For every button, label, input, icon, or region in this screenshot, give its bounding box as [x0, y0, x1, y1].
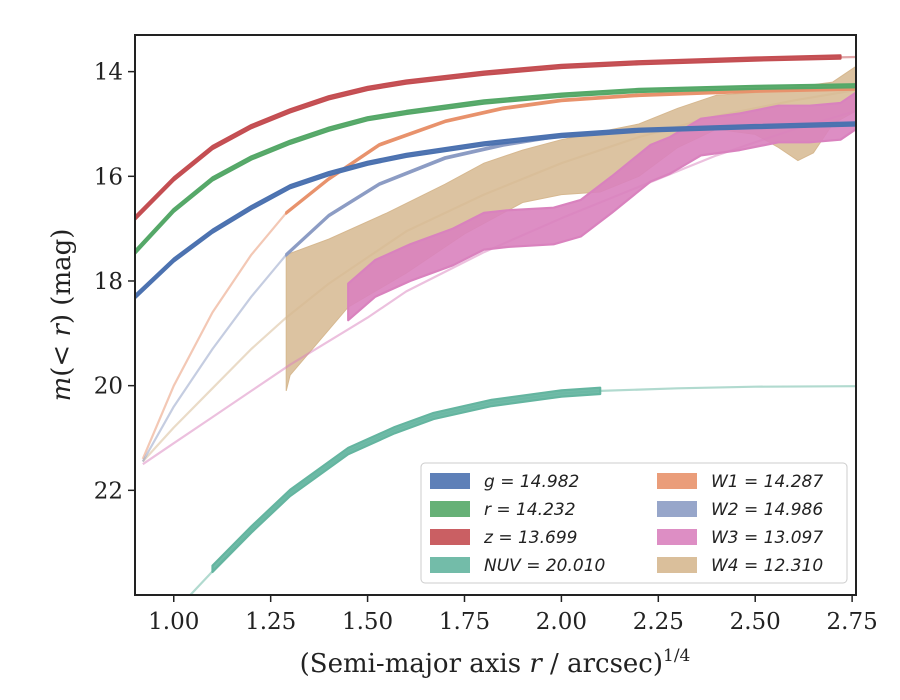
legend-swatch — [657, 473, 697, 489]
legend-item-w3-13-097: W3 = 13.097 — [657, 528, 823, 548]
x-tick-label: 2.00 — [536, 609, 587, 635]
series-w3-13-097-extrapolated-line — [142, 109, 856, 466]
legend-item-w1-14-287: W1 = 14.287 — [657, 472, 823, 492]
legend-label: W3 = 13.097 — [711, 528, 823, 548]
x-tick-label: 1.75 — [439, 609, 490, 635]
x-tick-label: 2.25 — [633, 609, 684, 635]
y-axis-label: m(< r) (mag) — [47, 229, 77, 402]
series-w3-13-097-band — [347, 91, 856, 322]
legend-item-w4-12-310: W4 = 12.310 — [657, 556, 823, 576]
y-axis: 14 16 18 20 22 — [94, 60, 135, 504]
series-r-14-232-band — [135, 83, 856, 255]
series-g-14-982-band — [135, 121, 856, 300]
series-r-14-232 — [135, 83, 856, 255]
series-w1-14-287 — [141, 87, 856, 460]
legend-item-g-14-982: g = 14.982 — [430, 472, 579, 492]
x-tick-label: 1.25 — [245, 609, 296, 635]
x-tick-label: 2.75 — [827, 609, 878, 635]
legend-label: W4 = 12.310 — [711, 556, 823, 576]
series-w3-13-097 — [142, 91, 856, 466]
x-axis: 1.00 1.25 1.50 1.75 2.00 2.25 2.50 2.75 — [148, 595, 878, 635]
plot-frame — [134, 34, 857, 596]
series-z-13-699-band — [135, 54, 842, 221]
legend-swatch — [657, 557, 697, 573]
series-g-14-982 — [135, 121, 856, 300]
y-tick-label: 22 — [94, 478, 123, 504]
legend-label: W1 = 14.287 — [711, 472, 823, 492]
legend-swatch — [430, 529, 470, 545]
legend-item-r-14-232: r = 14.232 — [430, 500, 576, 520]
legend-swatch — [430, 473, 470, 489]
legend: g = 14.982 r = 14.232 z = 13.699 NUV = 20.0… — [420, 462, 848, 584]
y-tick-label: 18 — [94, 269, 123, 295]
x-tick-label: 1.50 — [342, 609, 393, 635]
series-w2-14-986-band — [285, 122, 856, 257]
legend-swatch — [430, 557, 470, 573]
x-axis-label: (Semi-major axis r / arcsec)1/4 — [300, 646, 691, 679]
legend-label: W2 = 14.986 — [711, 500, 823, 520]
y-tick-label: 16 — [94, 164, 123, 190]
legend-label: NUV = 20.010 — [484, 556, 605, 576]
x-tick-label: 1.00 — [148, 609, 199, 635]
legend-label: z = 13.699 — [483, 528, 577, 548]
series-nuv-20-010 — [188, 385, 856, 595]
series-layer — [135, 54, 856, 595]
series-z-13-699 — [135, 54, 856, 221]
legend-item-w2-14-986: W2 = 14.986 — [657, 500, 823, 520]
legend-swatch — [657, 529, 697, 545]
y-tick-label: 20 — [94, 374, 123, 400]
series-nuv-20-010-band — [211, 386, 602, 574]
legend-label: r = 14.232 — [484, 500, 576, 520]
x-tick-label: 2.50 — [730, 609, 781, 635]
series-w1-14-287-band — [285, 87, 856, 215]
legend-box — [420, 462, 848, 584]
y-tick-label: 14 — [94, 60, 123, 86]
legend-label: g = 14.982 — [484, 472, 579, 492]
legend-swatch — [657, 501, 697, 517]
legend-item-nuv-20-010: NUV = 20.010 — [430, 556, 605, 576]
legend-swatch — [430, 501, 470, 517]
legend-item-z-13-699: z = 13.699 — [430, 528, 577, 548]
